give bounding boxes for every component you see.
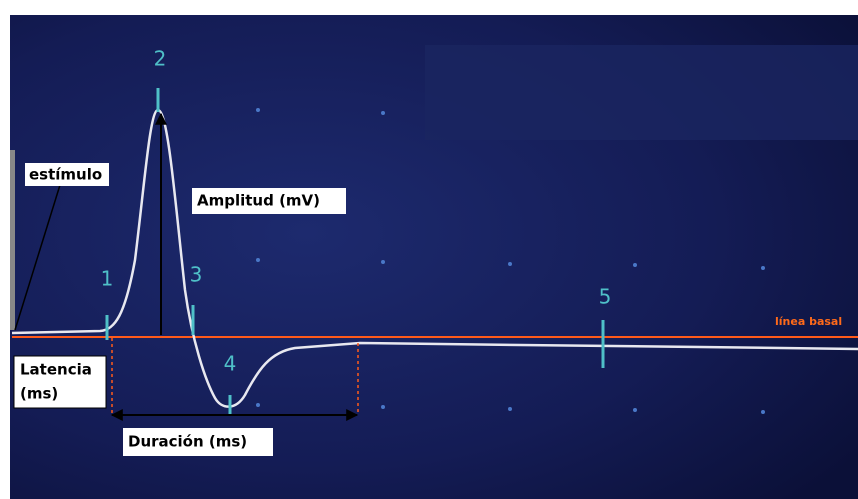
marker-label: 3 — [190, 263, 203, 287]
latency-label: (ms) — [20, 385, 58, 403]
marker-label: 2 — [154, 47, 167, 71]
marker-label: 1 — [101, 267, 114, 291]
marker-label: 4 — [224, 352, 237, 376]
edge — [10, 150, 15, 330]
duration-label: Duración (ms) — [128, 433, 247, 451]
marker-label: 5 — [599, 285, 612, 309]
baseline-label: línea basal — [775, 315, 842, 328]
latency-label: Latencia — [20, 361, 92, 379]
stimulus-label: estímulo — [29, 166, 102, 184]
panel — [425, 45, 858, 140]
amplitude-label: Amplitud (mV) — [197, 192, 320, 210]
emg-screenshot: 1 2 3 4 5 estímulo Amplitud (mV) Latenci… — [0, 0, 858, 499]
